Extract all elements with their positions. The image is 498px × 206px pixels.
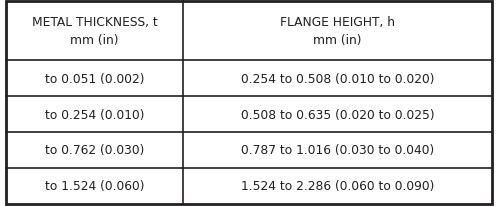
Text: to 0.254 (0.010): to 0.254 (0.010)	[45, 108, 144, 121]
Text: to 1.524 (0.060): to 1.524 (0.060)	[45, 179, 144, 192]
Text: to 0.762 (0.030): to 0.762 (0.030)	[45, 144, 144, 157]
Text: 0.508 to 0.635 (0.020 to 0.025): 0.508 to 0.635 (0.020 to 0.025)	[241, 108, 435, 121]
Text: to 0.051 (0.002): to 0.051 (0.002)	[45, 73, 144, 85]
Text: 0.254 to 0.508 (0.010 to 0.020): 0.254 to 0.508 (0.010 to 0.020)	[241, 73, 434, 85]
Text: METAL THICKNESS, t
mm (in): METAL THICKNESS, t mm (in)	[32, 16, 157, 47]
Text: FLANGE HEIGHT, h
mm (in): FLANGE HEIGHT, h mm (in)	[280, 16, 395, 47]
Text: 0.787 to 1.016 (0.030 to 0.040): 0.787 to 1.016 (0.030 to 0.040)	[241, 144, 434, 157]
Text: 1.524 to 2.286 (0.060 to 0.090): 1.524 to 2.286 (0.060 to 0.090)	[241, 179, 434, 192]
